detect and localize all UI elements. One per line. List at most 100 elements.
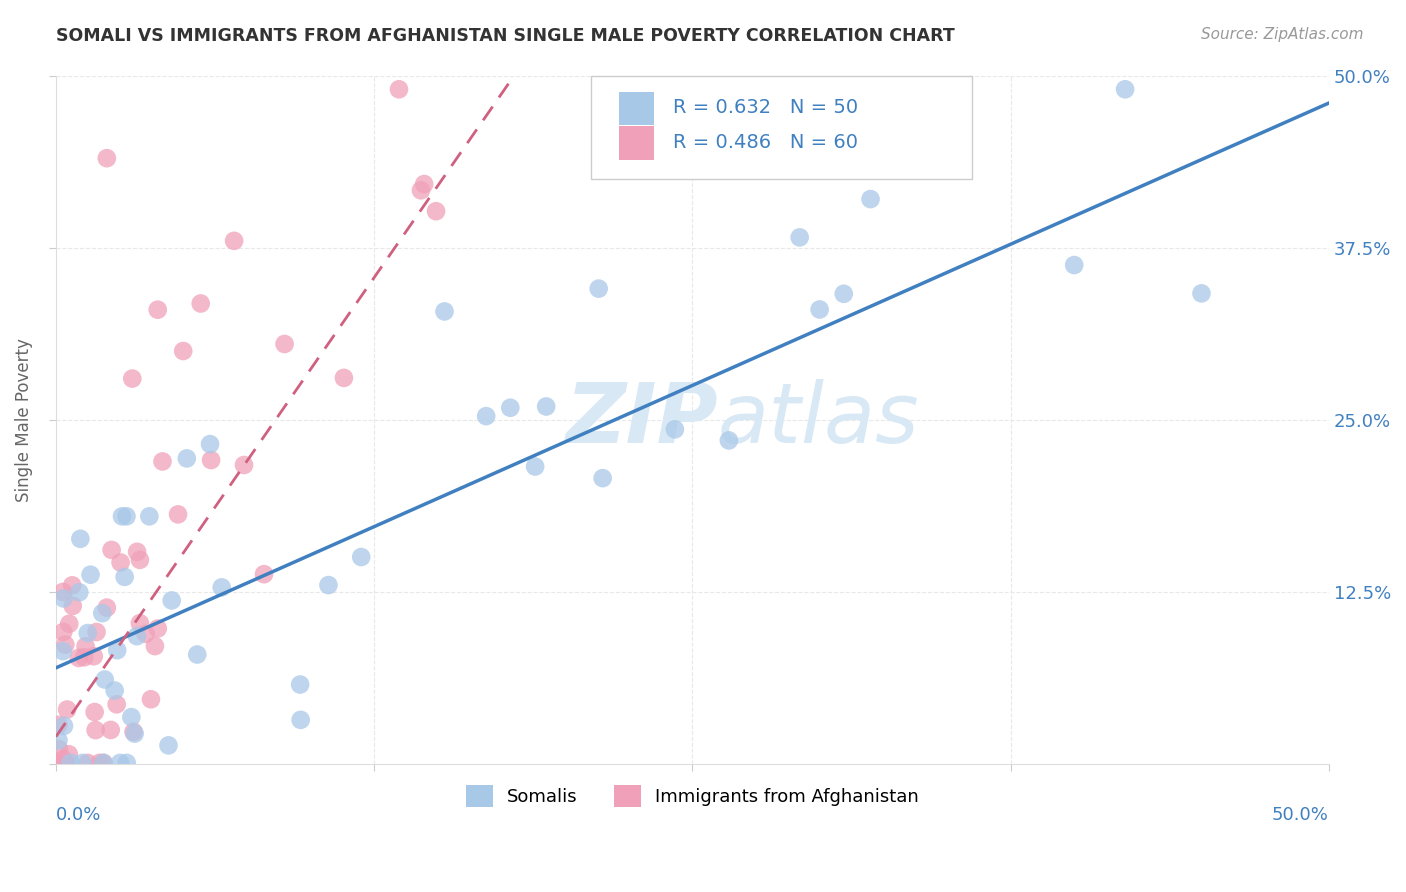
Point [86, 625, 108, 640]
Point [152, 454, 174, 468]
Text: ZIP: ZIP [565, 379, 718, 460]
Point [176, 451, 198, 466]
Point [433, 304, 456, 318]
Point [789, 230, 811, 244]
Point [475, 409, 498, 424]
Point [288, 677, 311, 691]
Point [53, 756, 76, 770]
Point [76, 756, 98, 770]
Point [100, 543, 122, 558]
Point [48, 733, 70, 747]
Point [499, 401, 522, 415]
Point [157, 739, 180, 753]
Point [290, 713, 312, 727]
Bar [619, 92, 654, 125]
Point [48, 756, 70, 770]
Point [100, 723, 122, 737]
Point [717, 434, 740, 448]
Point [186, 648, 208, 662]
Point [233, 458, 256, 472]
Point [318, 578, 340, 592]
Point [172, 344, 194, 359]
Point [52, 585, 75, 599]
Point [53, 719, 76, 733]
Point [1063, 258, 1085, 272]
Text: Source: ZipAtlas.com: Source: ZipAtlas.com [1201, 27, 1364, 42]
Point [84, 723, 107, 737]
Point [333, 371, 356, 385]
Text: atlas: atlas [718, 379, 920, 460]
Point [58, 747, 80, 762]
Bar [619, 127, 654, 160]
Point [121, 371, 143, 385]
Point [111, 509, 134, 524]
Point [146, 622, 169, 636]
Point [58, 616, 80, 631]
Point [160, 593, 183, 607]
Point [125, 629, 148, 643]
Point [52, 644, 75, 658]
Point [48, 742, 70, 756]
Point [135, 627, 157, 641]
Point [129, 553, 152, 567]
Point [83, 649, 105, 664]
Point [56, 702, 79, 716]
Point [524, 459, 547, 474]
Point [128, 616, 150, 631]
Point [96, 151, 118, 165]
Point [53, 756, 76, 770]
Point [53, 756, 76, 770]
Point [115, 509, 138, 524]
Point [409, 183, 432, 197]
Point [120, 710, 142, 724]
Point [534, 400, 557, 414]
Text: R = 0.486   N = 60: R = 0.486 N = 60 [673, 133, 858, 152]
Point [91, 606, 114, 620]
Point [211, 580, 233, 594]
Point [859, 192, 882, 206]
Point [808, 302, 831, 317]
Point [75, 640, 97, 654]
Point [127, 545, 149, 559]
Point [52, 624, 75, 639]
Point [105, 698, 128, 712]
Point [224, 234, 246, 248]
Point [138, 509, 160, 524]
Text: R = 0.632   N = 50: R = 0.632 N = 50 [673, 98, 859, 118]
Point [93, 756, 115, 770]
Point [592, 471, 614, 485]
Point [69, 532, 91, 546]
Point [122, 724, 145, 739]
Point [53, 638, 76, 652]
Text: 50.0%: 50.0% [1272, 805, 1329, 823]
Point [114, 570, 136, 584]
Point [425, 204, 447, 219]
Point [1114, 82, 1136, 96]
Point [350, 549, 373, 564]
Point [143, 639, 166, 653]
Point [89, 756, 111, 770]
Point [139, 692, 162, 706]
Point [105, 643, 128, 657]
Point [124, 726, 146, 740]
Point [67, 585, 90, 599]
Legend: Somalis, Immigrants from Afghanistan: Somalis, Immigrants from Afghanistan [458, 777, 927, 814]
Point [588, 282, 610, 296]
Point [52, 591, 75, 606]
Point [93, 756, 115, 770]
Point [62, 599, 84, 613]
Point [664, 422, 686, 436]
Point [200, 453, 222, 467]
FancyBboxPatch shape [591, 76, 973, 178]
Point [48, 756, 70, 770]
Point [67, 651, 90, 665]
Point [94, 673, 117, 687]
Point [79, 567, 101, 582]
Point [60, 578, 83, 592]
Point [72, 756, 94, 770]
Point [198, 437, 221, 451]
Point [388, 82, 411, 96]
Text: 0.0%: 0.0% [56, 805, 101, 823]
Point [48, 718, 70, 732]
Point [110, 556, 132, 570]
